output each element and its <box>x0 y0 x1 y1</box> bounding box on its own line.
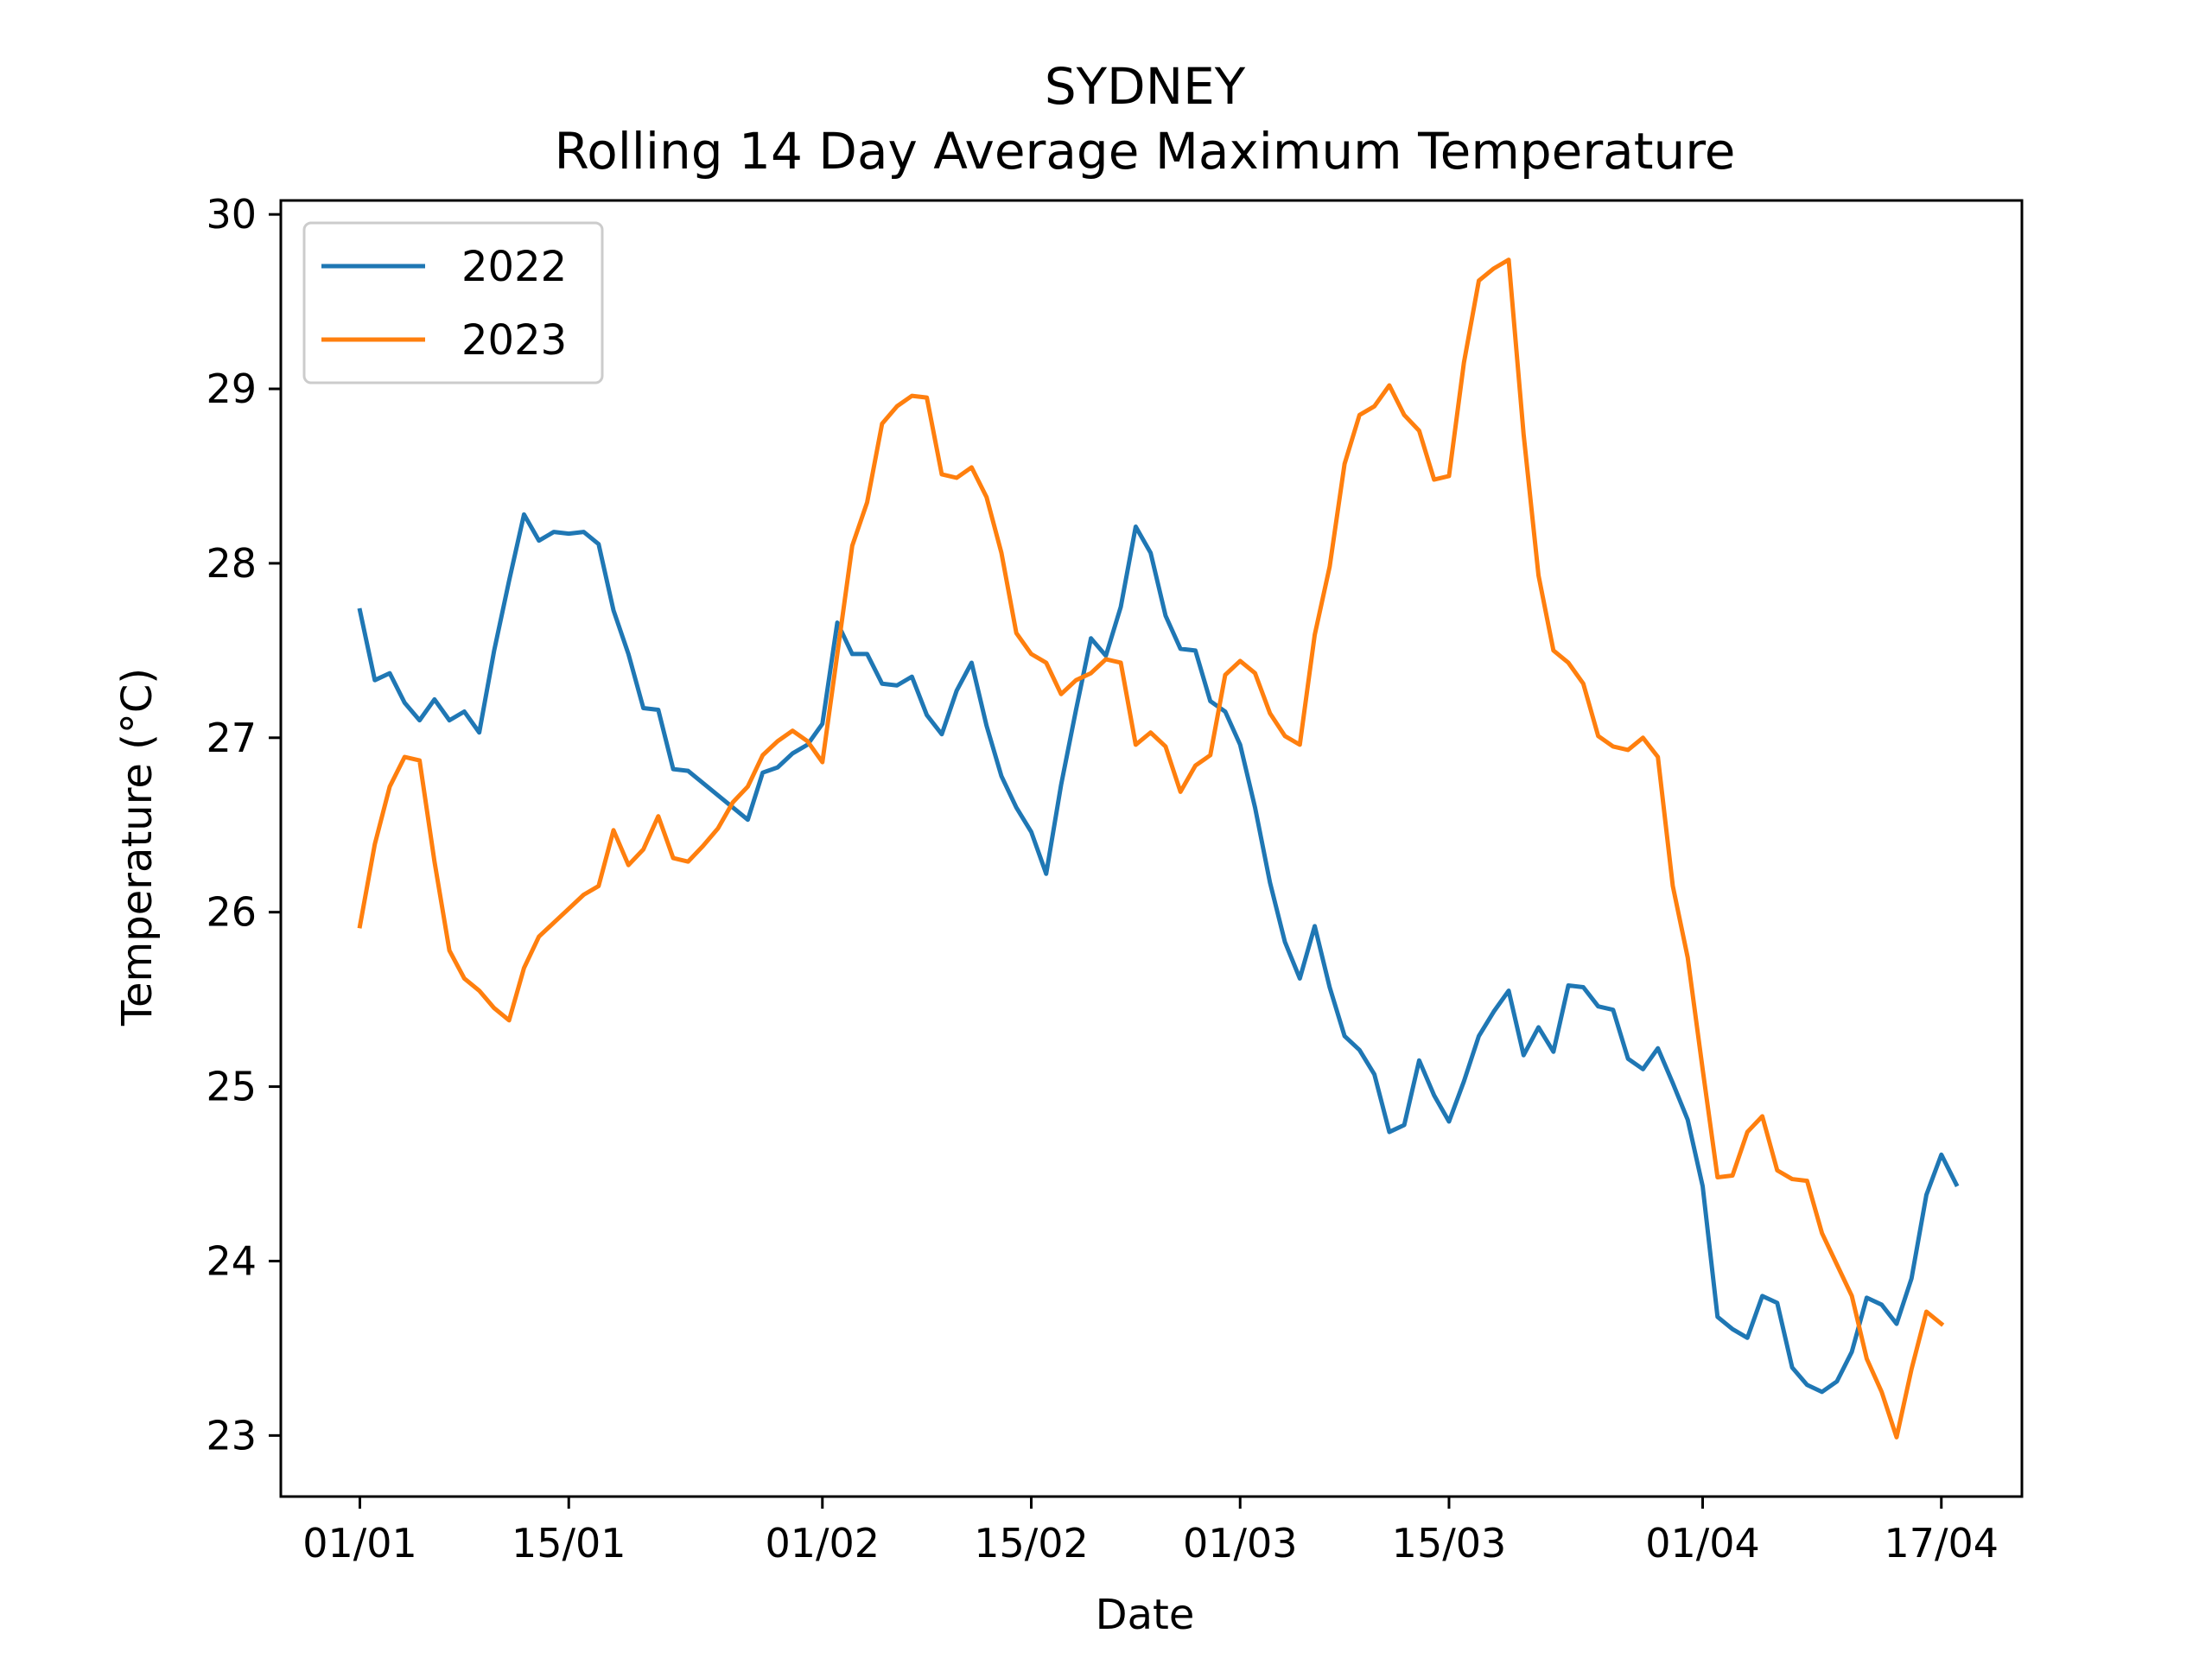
y-tick-label: 25 <box>206 1064 257 1110</box>
legend: 2022 2023 <box>302 221 604 385</box>
y-tick-label: 27 <box>206 715 257 761</box>
x-axis-label: Date <box>1096 1591 1195 1639</box>
series-line-2023 <box>357 257 1945 1440</box>
x-tick-label: 01/02 <box>765 1520 880 1567</box>
x-tick-label: 15/02 <box>974 1520 1089 1567</box>
chart-subtitle: Rolling 14 Day Average Maximum Temperatu… <box>555 122 1736 181</box>
x-tick-label: 15/01 <box>512 1520 626 1567</box>
y-axis-label: Temperature (°C) <box>113 668 162 1027</box>
y-tick-label: 30 <box>206 191 257 238</box>
y-tick-label: 28 <box>206 540 257 587</box>
y-tick-label: 29 <box>206 365 257 412</box>
chart-title: SYDNEY <box>1045 57 1246 116</box>
series-line-2022 <box>357 512 1960 1395</box>
legend-label-2022: 2022 <box>461 243 567 291</box>
plot-area: 23 24 25 26 27 28 29 30 01/01 15/01 01/02 15/02 01/0… <box>206 191 2024 1567</box>
x-tick-label: 01/01 <box>302 1520 417 1567</box>
y-tick-label: 24 <box>206 1237 257 1284</box>
plot-frame <box>279 199 2024 1498</box>
x-tick-label: 17/04 <box>1884 1520 1999 1567</box>
x-tick-label: 01/03 <box>1183 1520 1298 1567</box>
legend-label-2023: 2023 <box>461 316 567 365</box>
y-tick-label: 26 <box>206 889 257 936</box>
x-tick-label: 15/03 <box>1392 1520 1507 1567</box>
y-tick-label: 23 <box>206 1412 257 1459</box>
x-tick-label: 01/04 <box>1645 1520 1760 1567</box>
legend-box <box>302 221 604 385</box>
